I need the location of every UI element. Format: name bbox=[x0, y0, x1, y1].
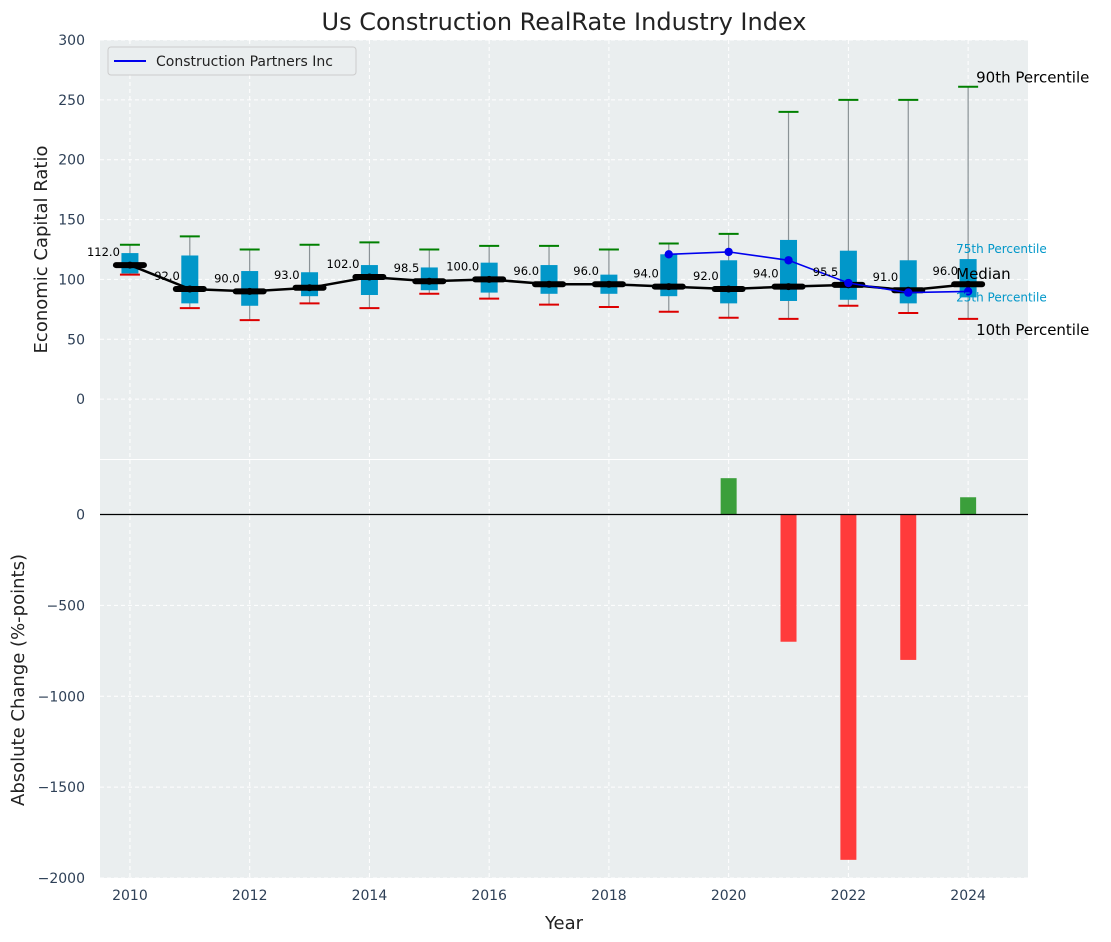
box-plot-panel: 0 50 100 150 200 250 300 112.0 92.0 90.0 93.0 102.… bbox=[31, 8, 1089, 459]
bar-2022 bbox=[840, 514, 857, 860]
y-tick-label-top: 150 bbox=[58, 213, 85, 229]
median-point-2021 bbox=[785, 283, 793, 291]
y-tick-label-bottom: −1500 bbox=[38, 780, 85, 796]
company-point-2023 bbox=[904, 288, 913, 297]
legend: Construction Partners Inc bbox=[107, 46, 357, 76]
bar-chart-background bbox=[100, 460, 1028, 878]
box-plot-y-ticks: 0 50 100 150 200 250 300 bbox=[58, 33, 85, 408]
bar-2024 bbox=[960, 497, 977, 515]
y-tick-label-bottom: 0 bbox=[76, 508, 85, 524]
company-line-group bbox=[664, 247, 973, 297]
label-75th-percentile: 75th Percentile bbox=[956, 242, 1047, 256]
median-value-label: 90.0 bbox=[214, 271, 240, 285]
y-axis-label-top: Economic Capital Ratio bbox=[31, 146, 52, 354]
x-tick-label: 2016 bbox=[471, 888, 507, 904]
company-line bbox=[668, 251, 969, 294]
y-tick-label-bottom: −500 bbox=[47, 598, 85, 614]
x-tick-label: 2024 bbox=[950, 888, 986, 904]
median-value-labels: 112.0 92.0 90.0 93.0 102.0 98.5 100.0 96.0 96.0 9… bbox=[87, 245, 958, 285]
bar-2020 bbox=[720, 478, 737, 515]
y-tick-label-top: 300 bbox=[58, 33, 85, 49]
median-point-2015 bbox=[425, 277, 433, 285]
bar-2021 bbox=[780, 514, 797, 642]
median-line-group bbox=[112, 261, 986, 295]
y-tick-label-top: 200 bbox=[58, 153, 85, 169]
y-tick-label-top: 100 bbox=[58, 272, 85, 288]
x-axis-label: Year bbox=[544, 913, 584, 934]
median-point-2010 bbox=[126, 261, 134, 269]
median-point-2016 bbox=[485, 275, 493, 283]
box-2017 bbox=[540, 265, 558, 294]
median-value-label: 93.0 bbox=[274, 268, 300, 282]
median-value-label: 96.0 bbox=[573, 264, 599, 278]
median-point-2011 bbox=[186, 285, 194, 293]
company-point-2019 bbox=[664, 250, 673, 259]
x-tick-label: 2010 bbox=[112, 888, 148, 904]
median-point-2020 bbox=[725, 285, 733, 293]
median-point-2013 bbox=[306, 284, 314, 292]
median-value-label: 102.0 bbox=[326, 257, 359, 271]
y-tick-label-top: 250 bbox=[58, 93, 85, 109]
bar-2023 bbox=[900, 514, 917, 660]
legend-entry-construction-partners: Construction Partners Inc bbox=[156, 54, 333, 70]
y-axis-label-bottom: Absolute Change (%-points) bbox=[8, 554, 29, 806]
company-point-2024 bbox=[963, 287, 973, 296]
median-value-label: 100.0 bbox=[446, 259, 479, 273]
label-90th-percentile: 90th Percentile bbox=[976, 69, 1089, 87]
company-point-2022 bbox=[844, 278, 853, 288]
median-point-2018 bbox=[605, 280, 613, 288]
label-10th-percentile: 10th Percentile bbox=[976, 321, 1089, 339]
median-value-label: 94.0 bbox=[753, 267, 779, 281]
median-value-label: 92.0 bbox=[154, 269, 180, 283]
median-value-label: 112.0 bbox=[87, 245, 120, 259]
chart-title: Us Construction RealRate Industry Index bbox=[322, 8, 807, 36]
company-point-2020 bbox=[724, 247, 733, 257]
box-2021 bbox=[780, 239, 798, 301]
median-point-2019 bbox=[665, 283, 673, 291]
x-tick-label: 2014 bbox=[352, 888, 388, 904]
median-value-label: 91.0 bbox=[873, 270, 899, 284]
x-axis-ticks: 2010 2012 2014 2016 2018 2020 2022 2024 bbox=[112, 888, 986, 904]
median-value-label: 92.0 bbox=[693, 269, 719, 283]
y-tick-label-bottom: −1000 bbox=[38, 689, 85, 705]
x-tick-label: 2012 bbox=[232, 888, 268, 904]
median-value-label: 96.0 bbox=[513, 264, 539, 278]
label-25th-percentile: 25th Percentile bbox=[956, 290, 1047, 304]
y-tick-label-top: 0 bbox=[76, 392, 85, 408]
x-tick-label: 2020 bbox=[711, 888, 747, 904]
label-median: Median bbox=[956, 265, 1011, 283]
median-value-label: 95.5 bbox=[813, 265, 839, 279]
median-point-2017 bbox=[545, 280, 553, 288]
median-point-2024 bbox=[964, 280, 972, 288]
box-2013 bbox=[301, 272, 319, 297]
median-value-label: 96.0 bbox=[933, 264, 959, 278]
median-value-label: 98.5 bbox=[394, 261, 420, 275]
bar-chart-y-ticks: −2000 −1500 −1000 −500 0 bbox=[38, 508, 85, 887]
median-point-2014 bbox=[365, 273, 373, 281]
median-value-label: 94.0 bbox=[633, 267, 659, 281]
box-2020 bbox=[720, 260, 738, 304]
box-2011 bbox=[181, 255, 199, 304]
y-tick-label-bottom: −2000 bbox=[38, 871, 85, 887]
y-tick-label-top: 50 bbox=[67, 332, 85, 348]
company-point-2021 bbox=[784, 256, 793, 265]
box-2023 bbox=[899, 260, 917, 304]
box-plot-background bbox=[100, 40, 1028, 459]
x-tick-label: 2018 bbox=[591, 888, 627, 904]
bars bbox=[720, 478, 977, 860]
legend-box bbox=[107, 46, 357, 76]
box-2022 bbox=[839, 250, 857, 300]
box-2024 bbox=[959, 259, 977, 298]
percentile-labels: 90th Percentile 75th Percentile Median 2… bbox=[956, 69, 1089, 339]
median-point-2012 bbox=[246, 287, 254, 295]
x-tick-label: 2022 bbox=[831, 888, 867, 904]
